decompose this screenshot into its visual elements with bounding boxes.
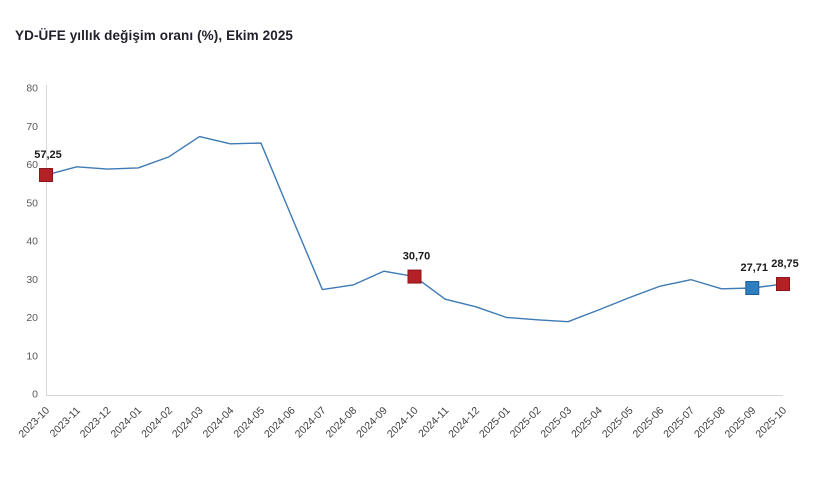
x-tick-label: 2024-09: [354, 405, 390, 441]
x-tick-label: 2024-01: [109, 405, 145, 441]
x-tick-label: 2024-05: [231, 405, 267, 441]
x-tick-label: 2024-04: [201, 405, 237, 441]
x-tick-label: 2024-06: [262, 405, 298, 441]
y-tick-label: 10: [26, 350, 38, 362]
y-tick-label: 30: [26, 274, 38, 286]
x-tick-label: 2025-03: [538, 405, 574, 441]
x-tick-label: 2025-04: [569, 405, 605, 441]
data-point-label: 57,25: [34, 149, 62, 161]
y-tick-label: 60: [26, 159, 38, 171]
x-tick-label: 2023-12: [78, 405, 114, 441]
x-tick-label: 2025-10: [753, 405, 789, 441]
x-tick-label: 2025-02: [508, 405, 544, 441]
x-tick-label: 2025-06: [631, 405, 667, 441]
x-tick-label: 2025-05: [600, 405, 636, 441]
data-point-label: 27,71: [741, 262, 769, 274]
x-tick-label: 2024-02: [139, 405, 175, 441]
x-tick-label: 2025-09: [723, 405, 759, 441]
x-tick-label: 2025-08: [692, 405, 728, 441]
x-tick-label: 2024-12: [446, 405, 482, 441]
y-tick-label: 70: [26, 121, 38, 133]
x-tick-label: 2024-10: [385, 405, 421, 441]
data-point-marker[interactable]: [39, 168, 53, 183]
y-tick-label: 20: [26, 312, 38, 324]
y-tick-label: 80: [26, 83, 38, 95]
data-point-marker[interactable]: [407, 269, 422, 284]
x-tick-label: 2024-11: [416, 405, 451, 440]
y-tick-label: 0: [32, 389, 38, 401]
data-point-label: 28,75: [771, 258, 799, 270]
y-tick-label: 40: [26, 236, 38, 248]
x-tick-label: 2025-01: [477, 405, 513, 441]
chart-title: YD-ÜFE yıllık değişim oranı (%), Ekim 20…: [15, 28, 294, 43]
data-line: [45, 135, 784, 323]
y-tick-label: 50: [26, 197, 38, 209]
data-point-label: 30,70: [403, 251, 431, 263]
x-tick-label: 2024-07: [293, 405, 329, 441]
x-tick-label: 2024-08: [323, 405, 359, 441]
x-tick-label: 2024-03: [170, 405, 206, 441]
x-tick-label: 2025-07: [661, 405, 697, 441]
data-point-marker[interactable]: [776, 277, 790, 292]
data-point-marker[interactable]: [745, 281, 760, 296]
x-tick-label: 2023-10: [16, 405, 52, 441]
x-tick-label: 2023-11: [48, 405, 83, 440]
